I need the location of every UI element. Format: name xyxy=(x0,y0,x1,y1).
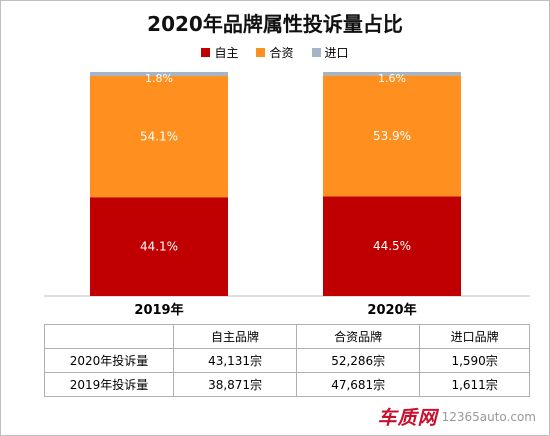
data-label-0-2: 1.8% xyxy=(145,72,173,85)
legend-label-import: 进口 xyxy=(324,46,349,60)
table-row-label: 2019年投诉量 xyxy=(44,372,174,397)
legend-label-jv: 合资 xyxy=(269,46,294,60)
category-label-0: 2019年 xyxy=(134,302,183,318)
table-header-jv: 合资品牌 xyxy=(296,324,421,349)
legend-item-import: 进口 xyxy=(311,44,349,61)
table-cell: 47,681宗 xyxy=(296,372,421,397)
legend-swatch-import xyxy=(311,48,321,57)
legend: 自主 合资 进口 xyxy=(0,44,550,61)
stacked-bar-chart: 44.1% 54.1% 1.8% 2019年 44.5% 53.9% 1.6% 2020年 xyxy=(44,72,530,318)
bar-segment-1-0 xyxy=(323,196,461,296)
table-header-import: 进口品牌 xyxy=(419,324,530,349)
table-cell: 38,871宗 xyxy=(172,372,298,397)
bar-segment-0-2 xyxy=(90,72,228,77)
data-label-0-1: 54.1% xyxy=(140,130,178,144)
chart-title: 2020年品牌属性投诉量占比 xyxy=(147,12,403,36)
watermark: 车质网 12365auto.com xyxy=(378,403,536,430)
table-corner-cell xyxy=(44,324,174,349)
table-header-own: 自主品牌 xyxy=(172,324,298,349)
category-label-1: 2020年 xyxy=(367,302,416,318)
legend-swatch-jv xyxy=(256,48,266,57)
table-cell: 1,611宗 xyxy=(419,372,530,397)
legend-item-own: 自主 xyxy=(201,44,238,61)
data-label-0-0: 44.1% xyxy=(140,240,178,254)
bar-segment-0-0 xyxy=(90,197,228,296)
table-cell: 43,131宗 xyxy=(172,348,298,373)
legend-label-own: 自主 xyxy=(214,46,239,60)
complaints-table: 自主品牌 合资品牌 进口品牌 2020年投诉量 43,131宗 52,286宗 … xyxy=(44,324,530,397)
table-row: 2020年投诉量 43,131宗 52,286宗 1,590宗 xyxy=(44,348,530,373)
table-row-label: 2020年投诉量 xyxy=(44,348,174,373)
data-label-1-1: 53.9% xyxy=(373,129,411,143)
data-label-1-2: 1.6% xyxy=(378,72,406,85)
table-cell: 1,590宗 xyxy=(419,348,530,373)
bar-segment-1-2 xyxy=(323,72,461,76)
watermark-url: 12365auto.com xyxy=(441,409,536,424)
bar-segment-1-1 xyxy=(323,75,461,197)
watermark-logo: 车质网 xyxy=(377,407,438,429)
legend-item-jv: 合资 xyxy=(256,44,294,61)
bar-segment-0-1 xyxy=(90,76,228,198)
table-cell: 52,286宗 xyxy=(296,348,421,373)
data-label-1-0: 44.5% xyxy=(373,239,411,253)
table-row: 2019年投诉量 38,871宗 47,681宗 1,611宗 xyxy=(44,372,530,397)
table-header-row: 自主品牌 合资品牌 进口品牌 xyxy=(44,324,530,349)
legend-swatch-own xyxy=(201,48,211,57)
